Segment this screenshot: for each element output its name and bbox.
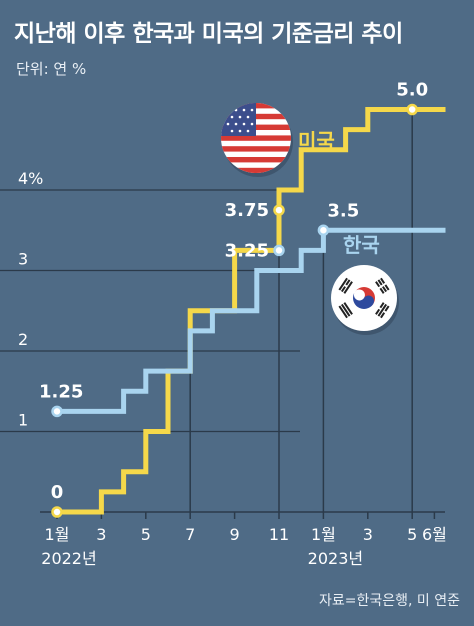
x-tick-label: 1월: [45, 525, 70, 544]
data-point: [51, 405, 63, 418]
data-label: 3.25: [225, 240, 269, 261]
data-label: 3.75: [225, 200, 269, 221]
y-tick-label: 3: [18, 250, 28, 269]
data-point: [273, 244, 285, 257]
data-label: 1.25: [39, 381, 83, 402]
x-tick-label: 9: [230, 525, 240, 544]
series-label-korea: 한국: [343, 233, 380, 257]
data-label: 5.0: [396, 80, 428, 101]
year-label: 2022년: [41, 549, 96, 568]
series-points: [51, 103, 418, 518]
series-lines: [57, 107, 446, 515]
x-tick-label: 3: [96, 525, 106, 544]
x-tick-label: 11: [269, 525, 289, 544]
y-tick-label: 1: [18, 411, 28, 430]
data-point: [317, 224, 330, 236]
x-tick-label: 5: [407, 525, 417, 544]
data-point: [406, 103, 418, 116]
data-point: [273, 204, 285, 216]
x-tick-label: 1월: [311, 525, 336, 544]
month-marker-lines: [189, 109, 413, 512]
chart-title: 지난해 이후 한국과 미국의 기준금리 추이: [14, 21, 403, 47]
x-tick-label: 7: [185, 525, 195, 544]
us-flag-icon: [221, 103, 293, 177]
y-tick-label: 2: [18, 330, 28, 349]
series-line-korea: [57, 227, 446, 414]
unit-label: 단위: 연 %: [16, 60, 87, 78]
year-label: 2023년: [308, 549, 363, 568]
x-tick-label: 5: [141, 525, 151, 544]
korea-flag-icon: [331, 265, 399, 335]
x-tick-label: 3: [363, 525, 373, 544]
y-tick-label: 4%: [18, 169, 43, 188]
source-note: 자료=한국은행, 미 연준: [318, 593, 460, 609]
x-tick-label: 6월: [422, 525, 447, 544]
data-label: 3.5: [327, 200, 359, 221]
data-label: 0: [51, 482, 64, 503]
series-label-us: 미국: [298, 129, 335, 153]
data-point: [51, 506, 63, 518]
